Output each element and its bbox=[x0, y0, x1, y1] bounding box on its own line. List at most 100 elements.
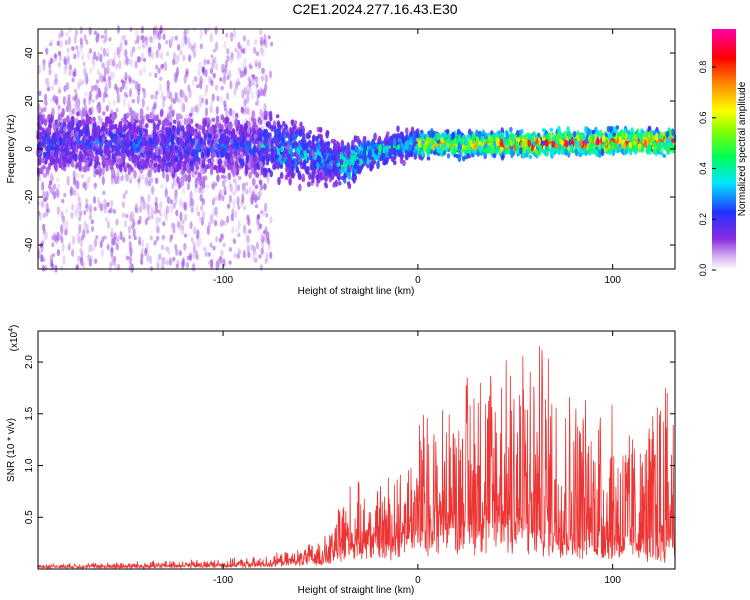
spectrogram-cell bbox=[66, 175, 70, 186]
spectrogram-cell bbox=[596, 129, 600, 139]
spectrogram-cell bbox=[232, 191, 236, 196]
spectrogram-cell bbox=[93, 30, 98, 36]
spectrogram-cell bbox=[62, 221, 66, 230]
spectrogram-cell bbox=[201, 179, 206, 189]
spectrogram-cell bbox=[75, 45, 79, 50]
spectrogram-cell bbox=[272, 163, 276, 171]
spectrogram-cell bbox=[96, 79, 100, 84]
spectrogram-cell bbox=[202, 210, 206, 219]
spectrogram-cell bbox=[660, 151, 664, 156]
spectrogram-cell bbox=[95, 168, 99, 176]
spectrogram-cell bbox=[193, 161, 198, 167]
spectrogram-cell bbox=[215, 62, 219, 71]
spectrogram-cell bbox=[321, 162, 326, 168]
spectrogram-cell bbox=[211, 183, 215, 190]
spectrogram-cell bbox=[48, 185, 53, 194]
spectrogram-cell bbox=[101, 166, 105, 176]
spectrogram-cell bbox=[308, 172, 312, 181]
spectrogram-cell bbox=[201, 198, 205, 206]
spectrogram-cell bbox=[166, 137, 170, 143]
spectrogram-cell bbox=[56, 189, 60, 199]
spectrogram-cell bbox=[266, 231, 270, 240]
spectrogram-cell bbox=[154, 202, 159, 212]
spectrogram-cell bbox=[259, 223, 263, 229]
spectrogram-cell bbox=[214, 206, 218, 216]
spectrogram-cell bbox=[37, 176, 42, 181]
spectrogram-cell bbox=[269, 115, 273, 122]
spectrogram-cell bbox=[136, 146, 141, 153]
spectrogram-cell bbox=[197, 211, 201, 217]
spectrogram-cell bbox=[235, 228, 239, 233]
spectrogram-cell bbox=[57, 61, 62, 68]
spectrogram-cell bbox=[38, 157, 42, 165]
spectrogram-cell bbox=[64, 96, 68, 103]
spectrogram-cell bbox=[106, 59, 110, 67]
spectrogram-cell bbox=[73, 94, 77, 103]
spectrogram-cell bbox=[560, 148, 565, 156]
spectrogram-cell bbox=[80, 235, 84, 241]
spectrogram-cell bbox=[234, 210, 238, 219]
spectrogram-cell bbox=[226, 48, 230, 55]
spectrogram-cell bbox=[609, 125, 613, 134]
spectrogram-cell bbox=[236, 196, 240, 207]
spectrogram-cell bbox=[257, 191, 261, 200]
figure-title: C2E1.2024.277.16.43.E30 bbox=[292, 1, 457, 17]
spectrogram-cell bbox=[183, 145, 188, 152]
spectrogram-cell bbox=[175, 209, 179, 217]
spectrogram-cell bbox=[153, 163, 158, 168]
spectrogram-cell bbox=[662, 153, 667, 158]
spectrogram-cell bbox=[128, 88, 133, 98]
spectrogram-cell bbox=[197, 68, 201, 77]
spectrogram-cell bbox=[287, 170, 292, 178]
spectrogram-cell bbox=[155, 49, 159, 59]
spectrogram-cell bbox=[48, 118, 52, 124]
spectrogram-cell bbox=[54, 119, 59, 124]
spectrogram-cell bbox=[144, 248, 148, 257]
spectrogram-cell bbox=[221, 258, 225, 265]
spectrogram-cell bbox=[222, 242, 226, 248]
spectrogram-cell bbox=[106, 66, 110, 75]
spectrogram-cell bbox=[118, 162, 123, 169]
spectrogram-cell bbox=[192, 253, 196, 260]
spectrogram-cell bbox=[102, 111, 106, 116]
spectrogram-cell bbox=[189, 118, 194, 124]
spectrogram-cell bbox=[149, 112, 153, 119]
spectrogram-cell bbox=[61, 108, 65, 117]
spectrogram-cell bbox=[56, 206, 61, 216]
spectrogram-cell bbox=[136, 94, 140, 105]
spectrogram-cell bbox=[311, 178, 315, 184]
spectrogram-cell bbox=[78, 197, 82, 206]
spectrogram-cell bbox=[584, 125, 588, 134]
spectrogram-cell bbox=[261, 156, 265, 163]
spectrogram-cell bbox=[229, 150, 233, 159]
spectrogram-cell bbox=[248, 171, 252, 179]
spectrogram-cell bbox=[211, 157, 215, 164]
spectrogram-cell bbox=[246, 93, 250, 104]
spectrogram-cell bbox=[199, 43, 203, 50]
spectrogram-cell bbox=[165, 40, 169, 45]
spectrogram-cell bbox=[55, 156, 60, 164]
spectrogram-cell bbox=[95, 94, 99, 100]
spectrogram-cell bbox=[149, 203, 153, 210]
spectrogram-cell bbox=[239, 124, 244, 133]
spectrogram-cell bbox=[132, 79, 136, 84]
spectrogram-cell bbox=[244, 181, 249, 187]
spectrogram-cell bbox=[65, 220, 69, 227]
spectrogram-cell bbox=[71, 187, 75, 196]
spectrogram-cell bbox=[156, 262, 160, 269]
spectrogram-cell bbox=[177, 43, 181, 51]
spectrogram-cell bbox=[84, 91, 88, 97]
spectrogram-cell bbox=[97, 87, 101, 94]
spectrogram-cell bbox=[247, 252, 251, 259]
spectrogram-cell bbox=[220, 218, 224, 228]
spectrogram-cell bbox=[353, 167, 358, 175]
spectrogram-cell bbox=[104, 34, 108, 42]
spectrogram-cell bbox=[155, 147, 159, 157]
spectrogram-cell bbox=[351, 139, 355, 146]
spectrogram-cell bbox=[201, 188, 205, 193]
spectrogram-cell bbox=[223, 104, 227, 112]
spectrogram-cell bbox=[97, 105, 102, 112]
spectrogram-cell bbox=[130, 211, 134, 217]
spectrogram-cell bbox=[106, 244, 110, 250]
spectrogram-cell bbox=[64, 57, 68, 67]
